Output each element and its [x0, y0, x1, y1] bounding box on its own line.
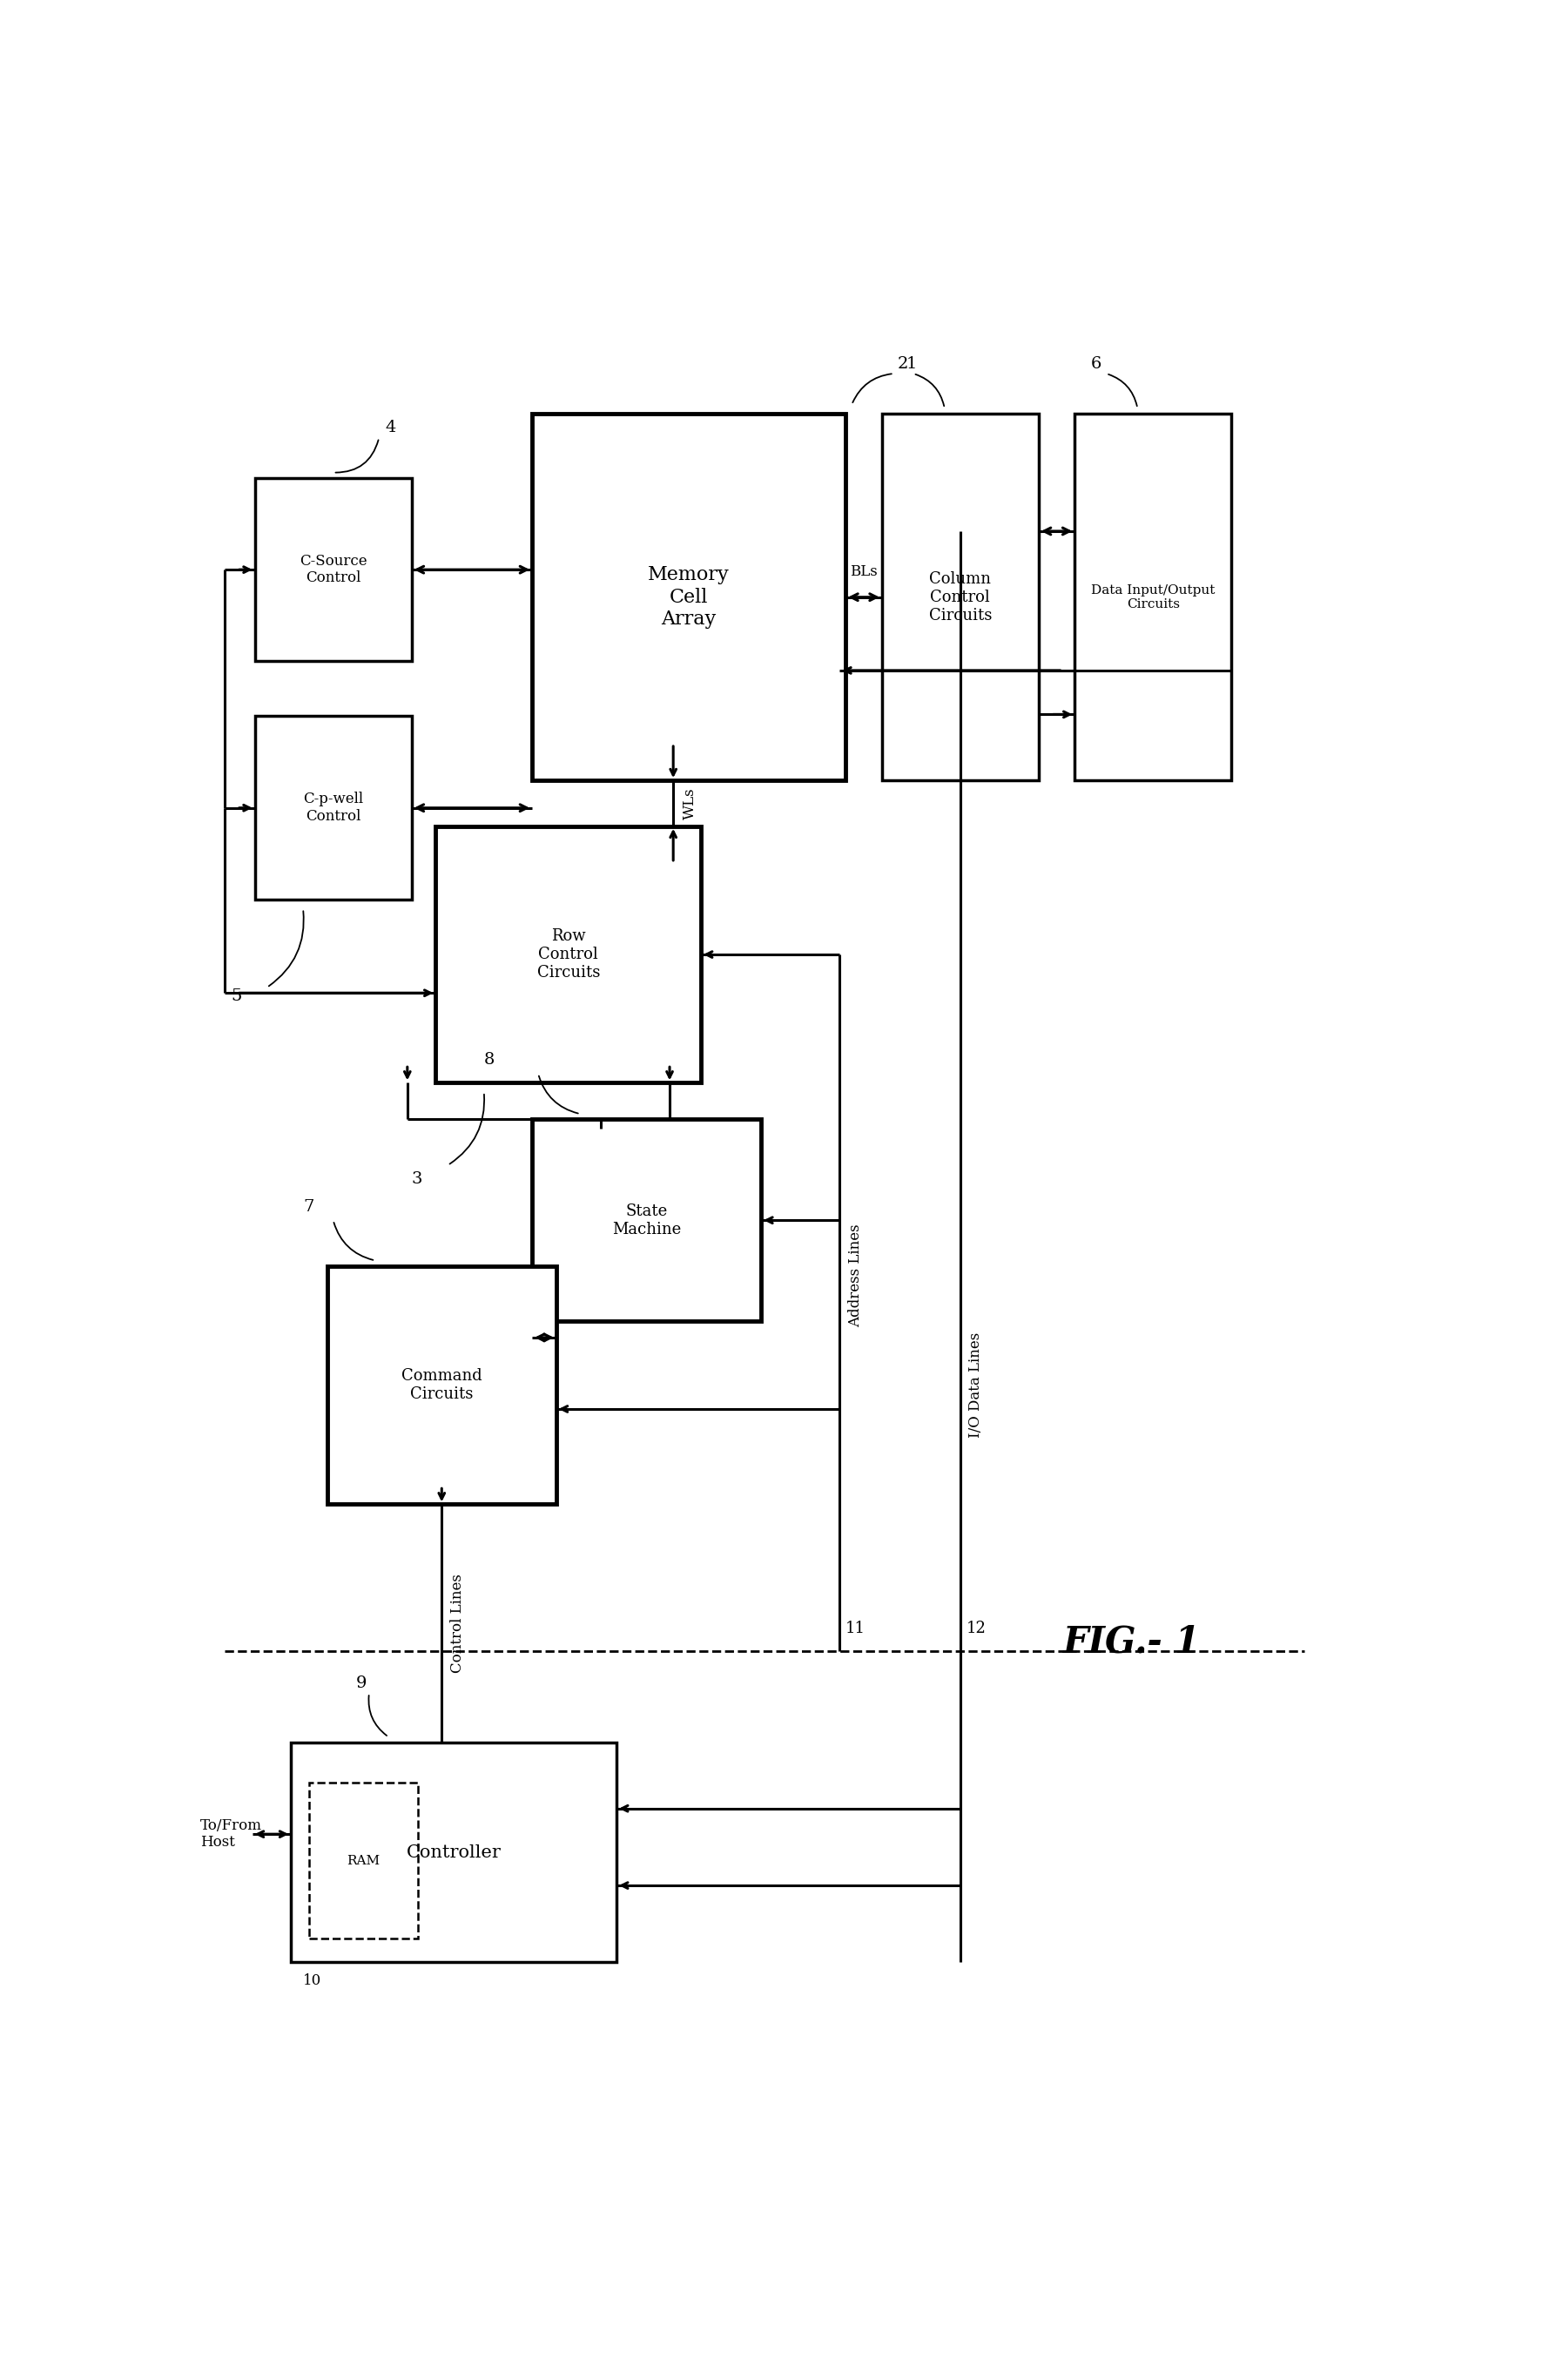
Text: Controller: Controller — [406, 1845, 501, 1861]
Text: 11: 11 — [846, 1621, 865, 1635]
Bar — [532, 414, 846, 781]
Bar — [327, 1266, 557, 1504]
Text: Column
Control
Circuits: Column Control Circuits — [929, 571, 991, 624]
Text: Control Lines: Control Lines — [450, 1573, 465, 1673]
Text: Address Lines: Address Lines — [848, 1223, 864, 1328]
Text: 12: 12 — [966, 1621, 987, 1635]
Text: I/O Data Lines: I/O Data Lines — [969, 1333, 983, 1438]
Text: 2: 2 — [898, 357, 909, 371]
Text: 4: 4 — [384, 419, 395, 436]
Text: 9: 9 — [356, 1676, 367, 1692]
Text: Data Input/Output
Circuits: Data Input/Output Circuits — [1091, 583, 1215, 609]
Bar — [882, 414, 1038, 781]
Text: RAM: RAM — [347, 1854, 380, 1866]
Text: To/From
Host: To/From Host — [201, 1818, 263, 1849]
Text: 3: 3 — [412, 1171, 422, 1188]
Text: 1: 1 — [906, 357, 916, 371]
Bar — [291, 1742, 616, 1964]
Bar — [436, 826, 700, 1083]
Text: 7: 7 — [303, 1200, 314, 1214]
Text: State
Machine: State Machine — [612, 1204, 682, 1238]
Bar — [310, 1783, 417, 1940]
Text: 8: 8 — [484, 1052, 495, 1069]
Text: Command
Circuits: Command Circuits — [401, 1368, 482, 1402]
Bar — [255, 716, 412, 900]
Text: WLs: WLs — [683, 788, 697, 819]
Text: C-Source
Control: C-Source Control — [299, 555, 367, 585]
Text: 10: 10 — [303, 1973, 322, 1987]
Text: Row
Control
Circuits: Row Control Circuits — [537, 928, 601, 981]
Text: 6: 6 — [1091, 357, 1102, 371]
Text: 5: 5 — [230, 988, 241, 1004]
Text: Memory
Cell
Array: Memory Cell Array — [649, 566, 730, 628]
Bar — [255, 478, 412, 662]
Text: C-p-well
Control: C-p-well Control — [303, 793, 363, 823]
Text: BLs: BLs — [850, 564, 878, 578]
Bar — [1075, 414, 1232, 781]
Text: FIG.- 1: FIG.- 1 — [1063, 1623, 1201, 1659]
Bar — [532, 1119, 761, 1321]
